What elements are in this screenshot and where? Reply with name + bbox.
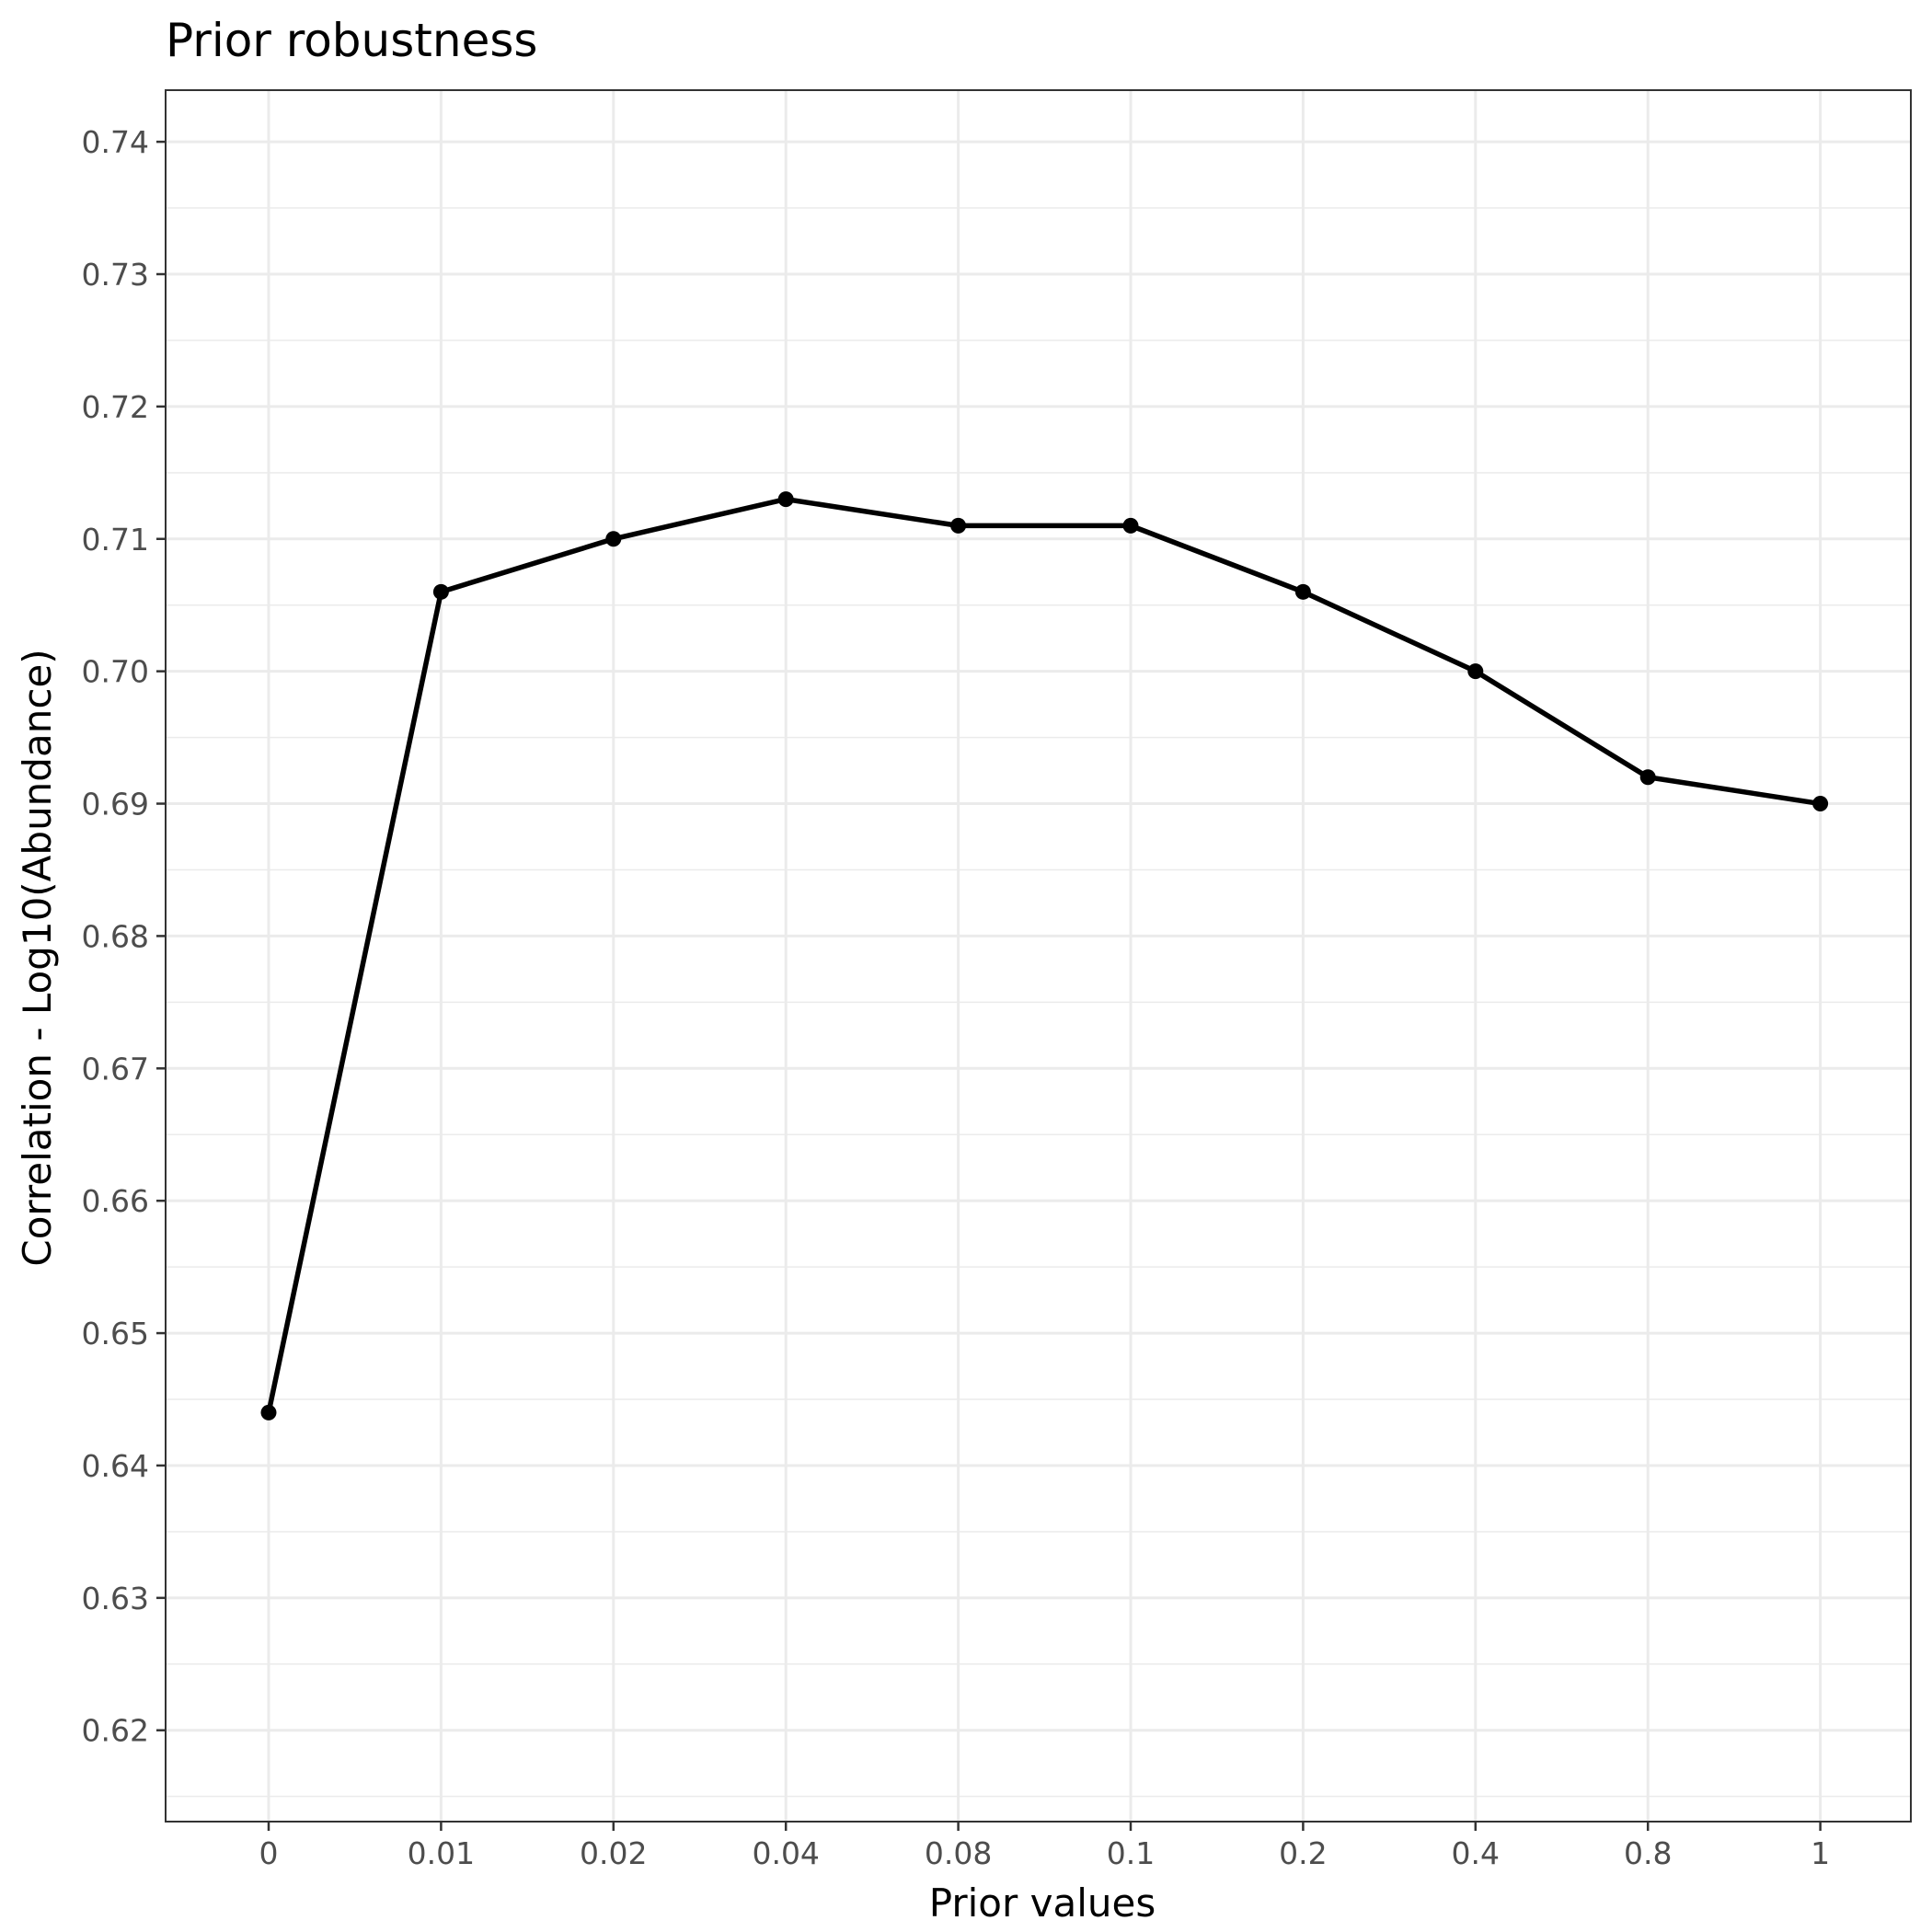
y-tick-label: 0.72 [82, 389, 149, 425]
data-points [260, 491, 1829, 1420]
y-tick-label: 0.70 [82, 654, 149, 690]
data-point [777, 491, 794, 508]
data-point [605, 531, 622, 547]
x-tick-label: 0 [259, 1835, 279, 1871]
y-tick-label: 0.62 [82, 1713, 149, 1749]
data-point [1122, 517, 1139, 534]
data-point [260, 1404, 277, 1420]
y-tick-label: 0.73 [82, 257, 149, 293]
x-tick-label: 0.04 [752, 1835, 819, 1871]
data-point [432, 583, 449, 600]
y-tick-label: 0.63 [82, 1581, 149, 1616]
x-axis-title: Prior values [929, 1880, 1156, 1926]
data-point [950, 517, 967, 534]
y-tick-label: 0.66 [82, 1183, 149, 1219]
y-tick-label: 0.69 [82, 787, 149, 822]
data-point [1812, 796, 1829, 812]
series-line [266, 496, 1823, 1416]
data-point [1467, 663, 1484, 680]
y-tick-label: 0.64 [82, 1448, 149, 1484]
panel-border [165, 89, 1912, 1823]
chart-title: Prior robustness [166, 14, 537, 67]
y-tick-label: 0.71 [82, 522, 149, 558]
y-tick-label: 0.74 [82, 124, 149, 160]
y-tick-label: 0.68 [82, 918, 149, 954]
x-tick-label: 0.08 [925, 1835, 992, 1871]
x-axis: 0 0.01 0.02 0.04 0.08 0.1 0.2 0.4 0.8 1 [259, 1822, 1830, 1871]
grid-lines [166, 90, 1911, 1822]
y-axis-title: Correlation - Log10(Abundance) [15, 649, 60, 1266]
x-tick-label: 0.02 [580, 1835, 647, 1871]
data-point [1294, 583, 1311, 600]
y-axis: 0.62 0.63 0.64 0.65 0.66 0.67 0.68 0.69 0.70 0.71… [82, 124, 166, 1749]
x-tick-label: 0.01 [408, 1835, 475, 1871]
x-tick-label: 0.8 [1624, 1835, 1672, 1871]
x-tick-label: 0.4 [1452, 1835, 1500, 1871]
data-point [1639, 769, 1656, 786]
x-tick-label: 1 [1811, 1835, 1830, 1871]
y-tick-label: 0.67 [82, 1051, 149, 1087]
series-line-group [266, 496, 1823, 1416]
x-tick-label: 0.2 [1279, 1835, 1327, 1871]
y-tick-label: 0.65 [82, 1316, 149, 1351]
x-tick-label: 0.1 [1107, 1835, 1155, 1871]
